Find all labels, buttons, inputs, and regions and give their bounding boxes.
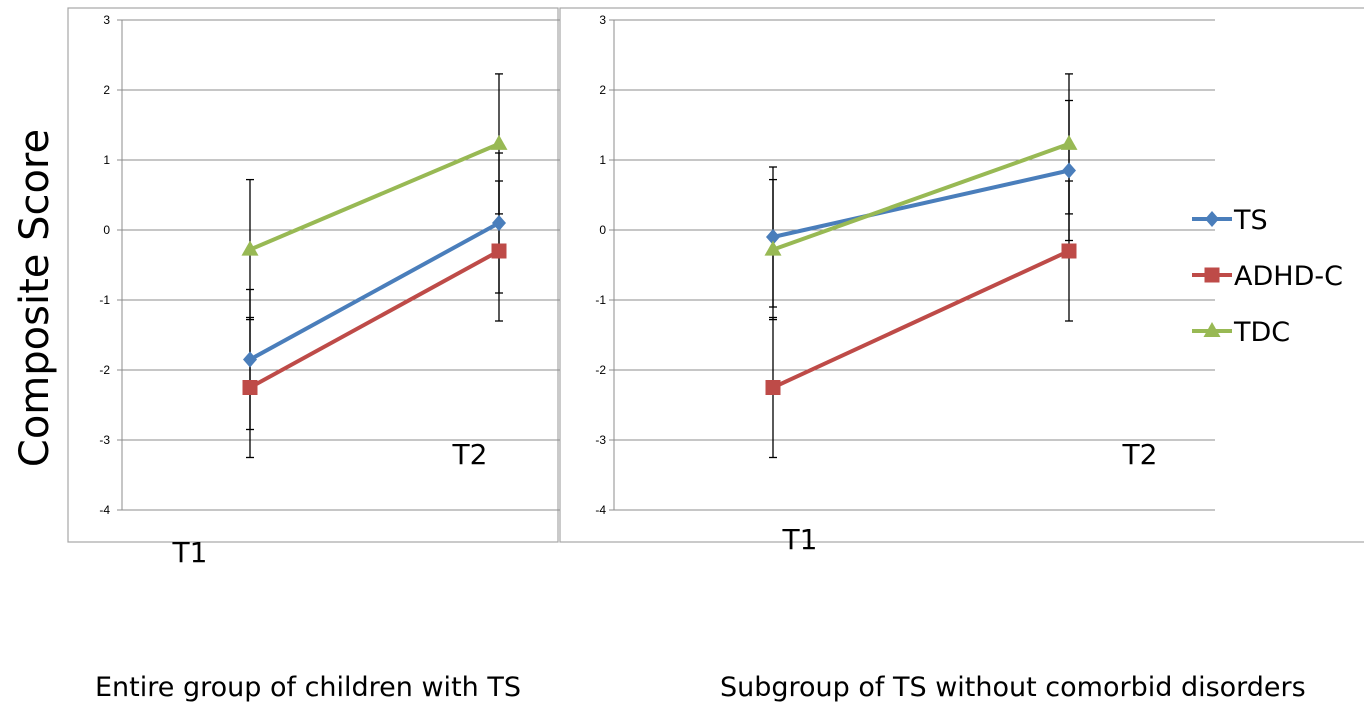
legend-marker [1204,267,1220,283]
y-tick-label: -1 [99,293,110,307]
data-point-tdc [490,134,508,150]
caption-right: Subgroup of TS without comorbid disorder… [720,672,1306,702]
legend-marker [1205,211,1219,227]
legend-item-adhd-c: ADHD-C [1192,261,1343,292]
y-tick-label: 2 [599,83,606,97]
series-line-ts [772,168,1070,239]
y-axis-title: Composite Score [12,129,58,467]
data-point-adhd-c [1061,243,1077,259]
data-point-ts [1062,162,1076,179]
legend-marker [1203,322,1221,337]
y-tick-label: -3 [595,433,606,447]
data-point-adhd-c [242,380,258,395]
y-tick-label: -3 [99,433,110,447]
y-tick-label: 0 [599,223,606,237]
data-point-ts [243,351,257,368]
y-tick-label: 1 [103,153,110,167]
y-tick-label: -4 [99,503,110,517]
series-line-adhd-c [772,249,1070,390]
series-line-tdc [249,142,500,252]
y-tick-label: -1 [595,293,606,307]
data-point-tdc [241,240,259,256]
caption-left: Entire group of children with TS [95,672,521,702]
series-line-tdc [772,142,1070,252]
panel-1: 3 2 1 0 -1 -2 -3 -4 T1 T2 [99,13,560,569]
series-line-ts [249,221,500,362]
panel-right-border [559,7,1364,543]
legend: TS ADHD-C TDC [1192,205,1343,348]
panel-2: 3 2 1 0 -1 -2 -3 -4 T1 T2 [595,13,1215,556]
y-tick-label: 3 [103,13,110,27]
data-point-adhd-c [491,243,507,259]
category-label: T2 [452,438,488,471]
y-tick-label: -4 [595,503,606,517]
data-point-tdc [764,240,782,256]
y-tick-label: 2 [103,83,110,97]
y-tick-label: -2 [99,363,110,377]
legend-item-tdc: TDC [1192,317,1290,348]
legend-label: ADHD-C [1234,261,1343,292]
category-label: T1 [172,536,208,569]
legend-item-ts: TS [1192,205,1268,236]
series-line-adhd-c [249,249,500,390]
data-point-ts [766,229,780,245]
category-label: T1 [782,523,818,556]
legend-label: TS [1233,205,1268,236]
data-point-tdc [1060,134,1078,150]
legend-label: TDC [1233,317,1290,348]
y-tick-label: -2 [595,363,606,377]
data-point-adhd-c [765,380,781,395]
panel-left-border [67,7,559,543]
category-label: T2 [1122,438,1158,471]
y-tick-label: 3 [599,13,606,27]
y-tick-label: 1 [599,153,606,167]
data-point-ts [492,215,506,231]
y-tick-label: 0 [103,223,110,237]
